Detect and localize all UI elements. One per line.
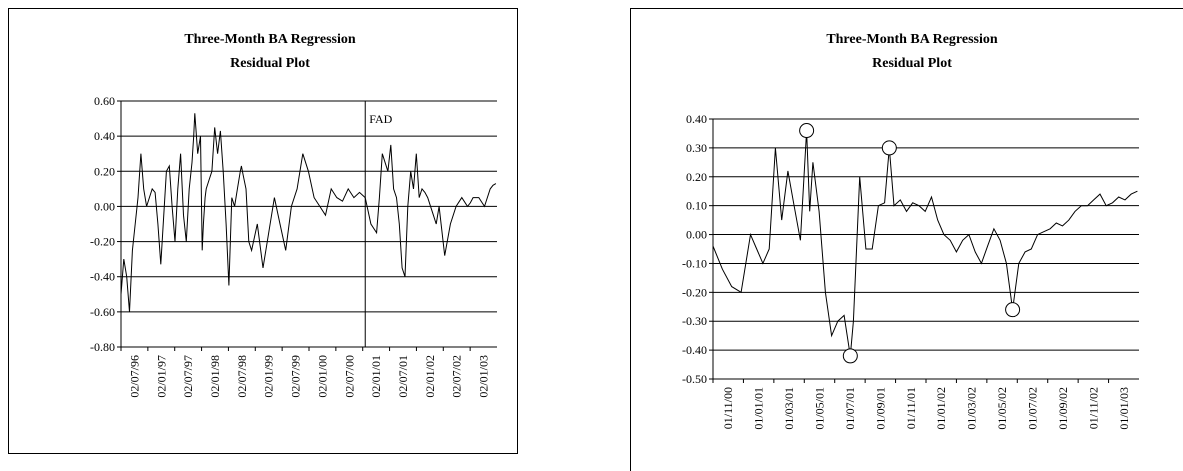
highlight-marker [881,140,897,156]
x-tick-label: 02/07/00 [342,355,356,398]
x-tick-label: 01/07/01 [843,387,857,430]
x-tick-label: 02/07/98 [235,355,249,398]
x-tick-label: 02/07/96 [127,355,141,398]
x-tick-label: 01/03/01 [782,387,796,430]
x-tick-label: 01/01/01 [752,387,766,430]
y-tick-label: 0.20 [94,164,115,178]
y-tick-label: -0.40 [90,270,115,284]
x-tick-label: 02/01/02 [423,355,437,398]
y-tick-label: -0.20 [90,235,115,249]
chart-subtitle: Residual Plot [872,56,952,71]
series-line [712,130,1138,356]
highlight-marker [799,123,815,139]
annotation-label: FAD [369,112,392,126]
x-tick-label: 02/07/97 [181,355,195,398]
x-tick-label: 01/09/02 [1056,387,1070,430]
highlight-marker [1005,302,1021,318]
y-tick-label: 0.40 [686,112,707,126]
y-tick-label: -0.50 [682,372,707,386]
plot-area-left: 0.60 0.40 0.20 0.00 -0.20 -0.40 -0.60 -0.80 02/0… [90,94,497,398]
y-tick-label: -0.60 [90,305,115,319]
x-tick-label: 02/01/99 [262,355,276,398]
x-tick-label: 01/03/02 [965,387,979,430]
y-tick-label: -0.10 [682,256,707,270]
y-tick-label: -0.80 [90,340,115,354]
residual-chart-left: Three-Month BA Regression Residual Plot … [90,32,497,398]
chart-title: Three-Month BA Regression [826,32,998,47]
x-tick-label: 02/01/03 [477,355,491,398]
y-tick-label: 0.30 [686,141,707,155]
x-tick-label: 01/11/02 [1086,387,1100,429]
x-tick-label: 01/11/00 [721,387,735,429]
x-tick-label: 01/07/02 [1026,387,1040,430]
y-tick-label: 0.00 [94,199,115,213]
x-tick-label: 02/01/00 [315,355,329,398]
highlight-marker [842,348,858,364]
x-tick-label: 02/01/01 [369,355,383,398]
x-tick-label: 01/11/01 [904,387,918,429]
x-tick-label: 02/07/99 [289,355,303,398]
y-tick-label: -0.20 [682,285,707,299]
x-tick-label: 01/01/02 [934,387,948,430]
x-tick-label: 01/09/01 [873,387,887,430]
x-tick-label: 02/01/98 [208,355,222,398]
chart-panel-right: Three-Month BA Regression Residual Plot … [630,8,1183,471]
y-tick-label: 0.60 [94,94,115,108]
chart-panel-left: Three-Month BA Regression Residual Plot … [8,8,518,454]
plot-area-right: 0.40 0.30 0.20 0.10 0.00 -0.10 -0.20 -0.30 -0.40… [682,112,1139,430]
chart-title: Three-Month BA Regression [184,32,356,47]
chart-subtitle: Residual Plot [230,56,310,71]
y-tick-label: 0.10 [686,199,707,213]
y-tick-label: 0.20 [686,170,707,184]
y-tick-label: 0.00 [686,228,707,242]
x-tick-label: 01/05/02 [995,387,1009,430]
y-tick-label: -0.40 [682,343,707,357]
x-tick-label: 02/07/01 [396,355,410,398]
x-tick-label: 01/01/03 [1117,387,1131,430]
residual-chart-right: Three-Month BA Regression Residual Plot … [682,32,1139,430]
x-tick-label: 01/05/01 [813,387,827,430]
series-line [120,113,497,312]
x-tick-label: 02/07/02 [450,355,464,398]
x-tick-label: 02/01/97 [154,355,168,398]
y-tick-label: 0.40 [94,129,115,143]
y-tick-label: -0.30 [682,314,707,328]
